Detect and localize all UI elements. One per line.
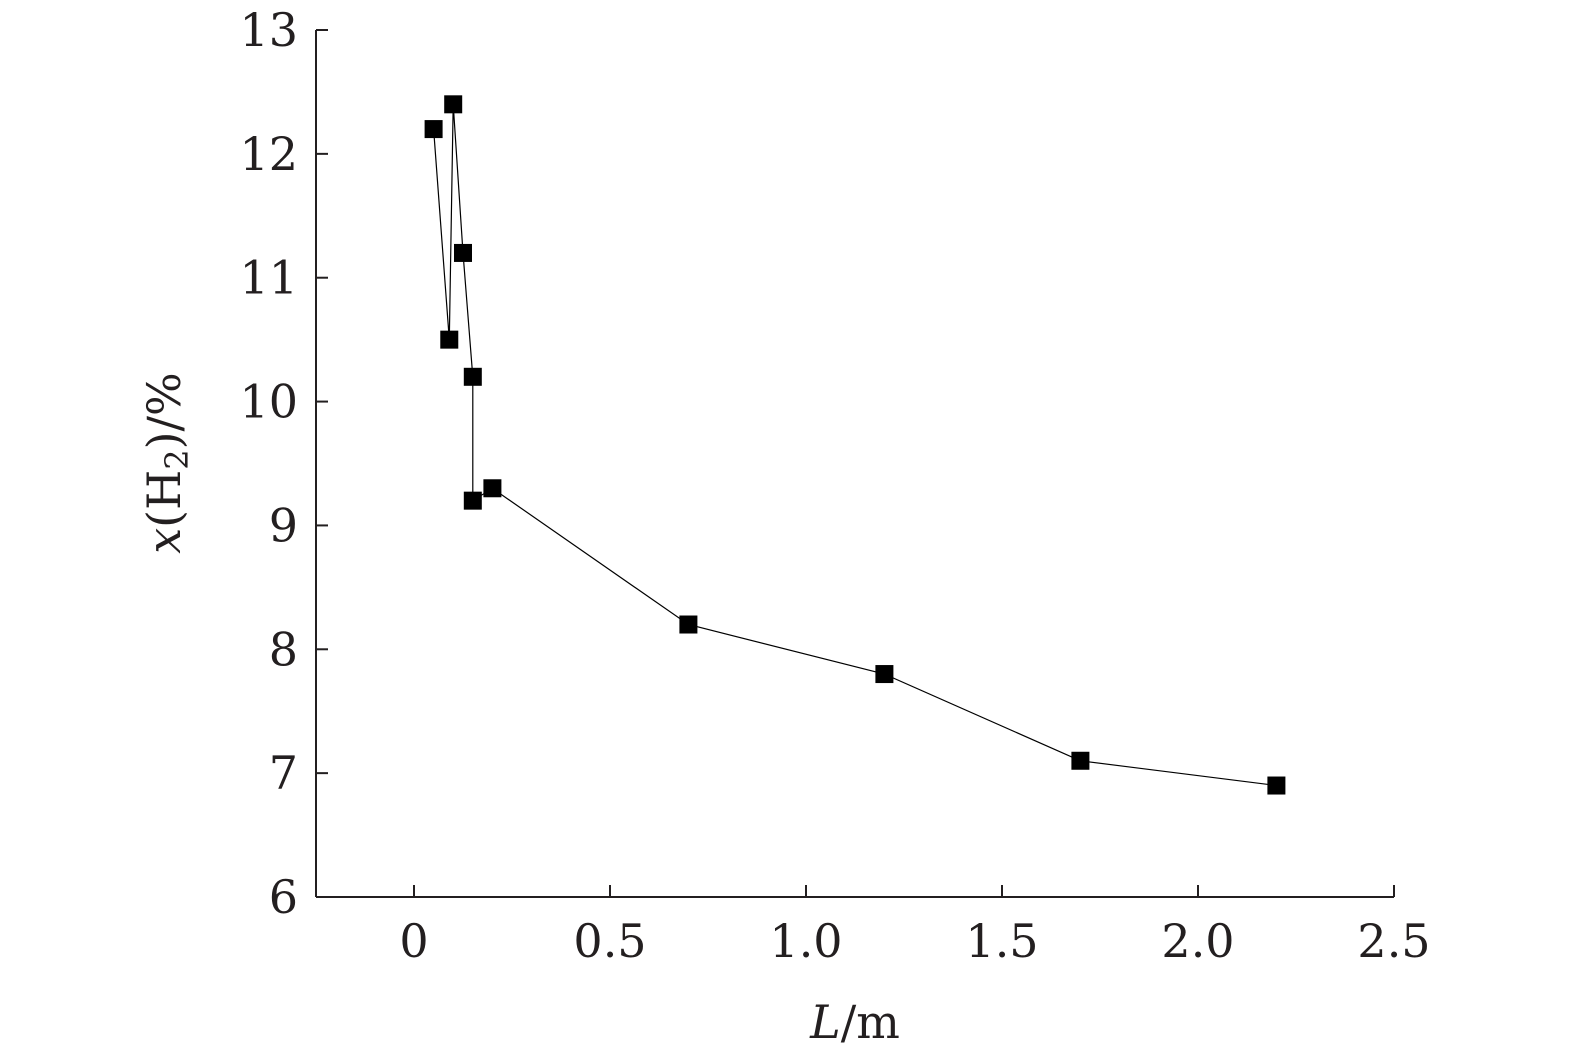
- y-tick-label: 8: [269, 622, 298, 676]
- y-tick-label: 9: [269, 498, 298, 552]
- data-point-marker: [483, 479, 502, 498]
- y-axis-title-sub: 2: [158, 449, 196, 469]
- x-tick-label: 1.5: [965, 914, 1038, 968]
- series-layer: [424, 95, 1286, 795]
- y-tick-label: 13: [239, 3, 298, 57]
- x-axis-title-var: L: [809, 995, 841, 1049]
- y-tick-label: 11: [239, 251, 298, 305]
- series-line: [433, 104, 1277, 787]
- data-point-marker: [454, 243, 472, 262]
- y-axis-title-paren-close: )/%: [137, 372, 191, 449]
- x-tick-label: 2.0: [1161, 914, 1234, 968]
- y-ticks: 6 7 8 9 10 11 12 13: [239, 3, 328, 924]
- axes: [315, 30, 1394, 898]
- data-point-marker: [463, 491, 482, 510]
- data-point-marker: [463, 367, 482, 386]
- y-axis-title-var: x: [137, 528, 191, 554]
- data-point-marker: [875, 665, 894, 684]
- data-point-marker: [444, 95, 463, 114]
- x-tick-label: 0.5: [573, 914, 646, 968]
- x-axis-title-sep: /: [841, 995, 857, 1049]
- data-point-marker: [1071, 751, 1090, 770]
- y-axis-title-paren-open: (H: [137, 470, 191, 528]
- x-tick-label: 1.0: [769, 914, 842, 968]
- data-point-marker: [440, 330, 459, 349]
- data-point-marker: [679, 615, 698, 634]
- y-tick-label: 10: [239, 375, 298, 429]
- y-tick-label: 12: [239, 127, 298, 181]
- y-axis-title: x(H2)/%: [137, 372, 196, 554]
- data-point-marker: [1267, 776, 1286, 795]
- x-tick-label: 2.5: [1357, 914, 1430, 968]
- x-ticks: 0 0.5 1.0 1.5 2.0 2.5: [399, 885, 1431, 968]
- x-axis-title: L/m: [809, 995, 900, 1049]
- x-axis-title-unit: m: [856, 995, 900, 1049]
- data-point-marker: [424, 120, 443, 139]
- y-tick-label: 7: [269, 746, 298, 800]
- x-tick-label: 0: [399, 914, 428, 968]
- y-tick-label: 6: [269, 870, 298, 924]
